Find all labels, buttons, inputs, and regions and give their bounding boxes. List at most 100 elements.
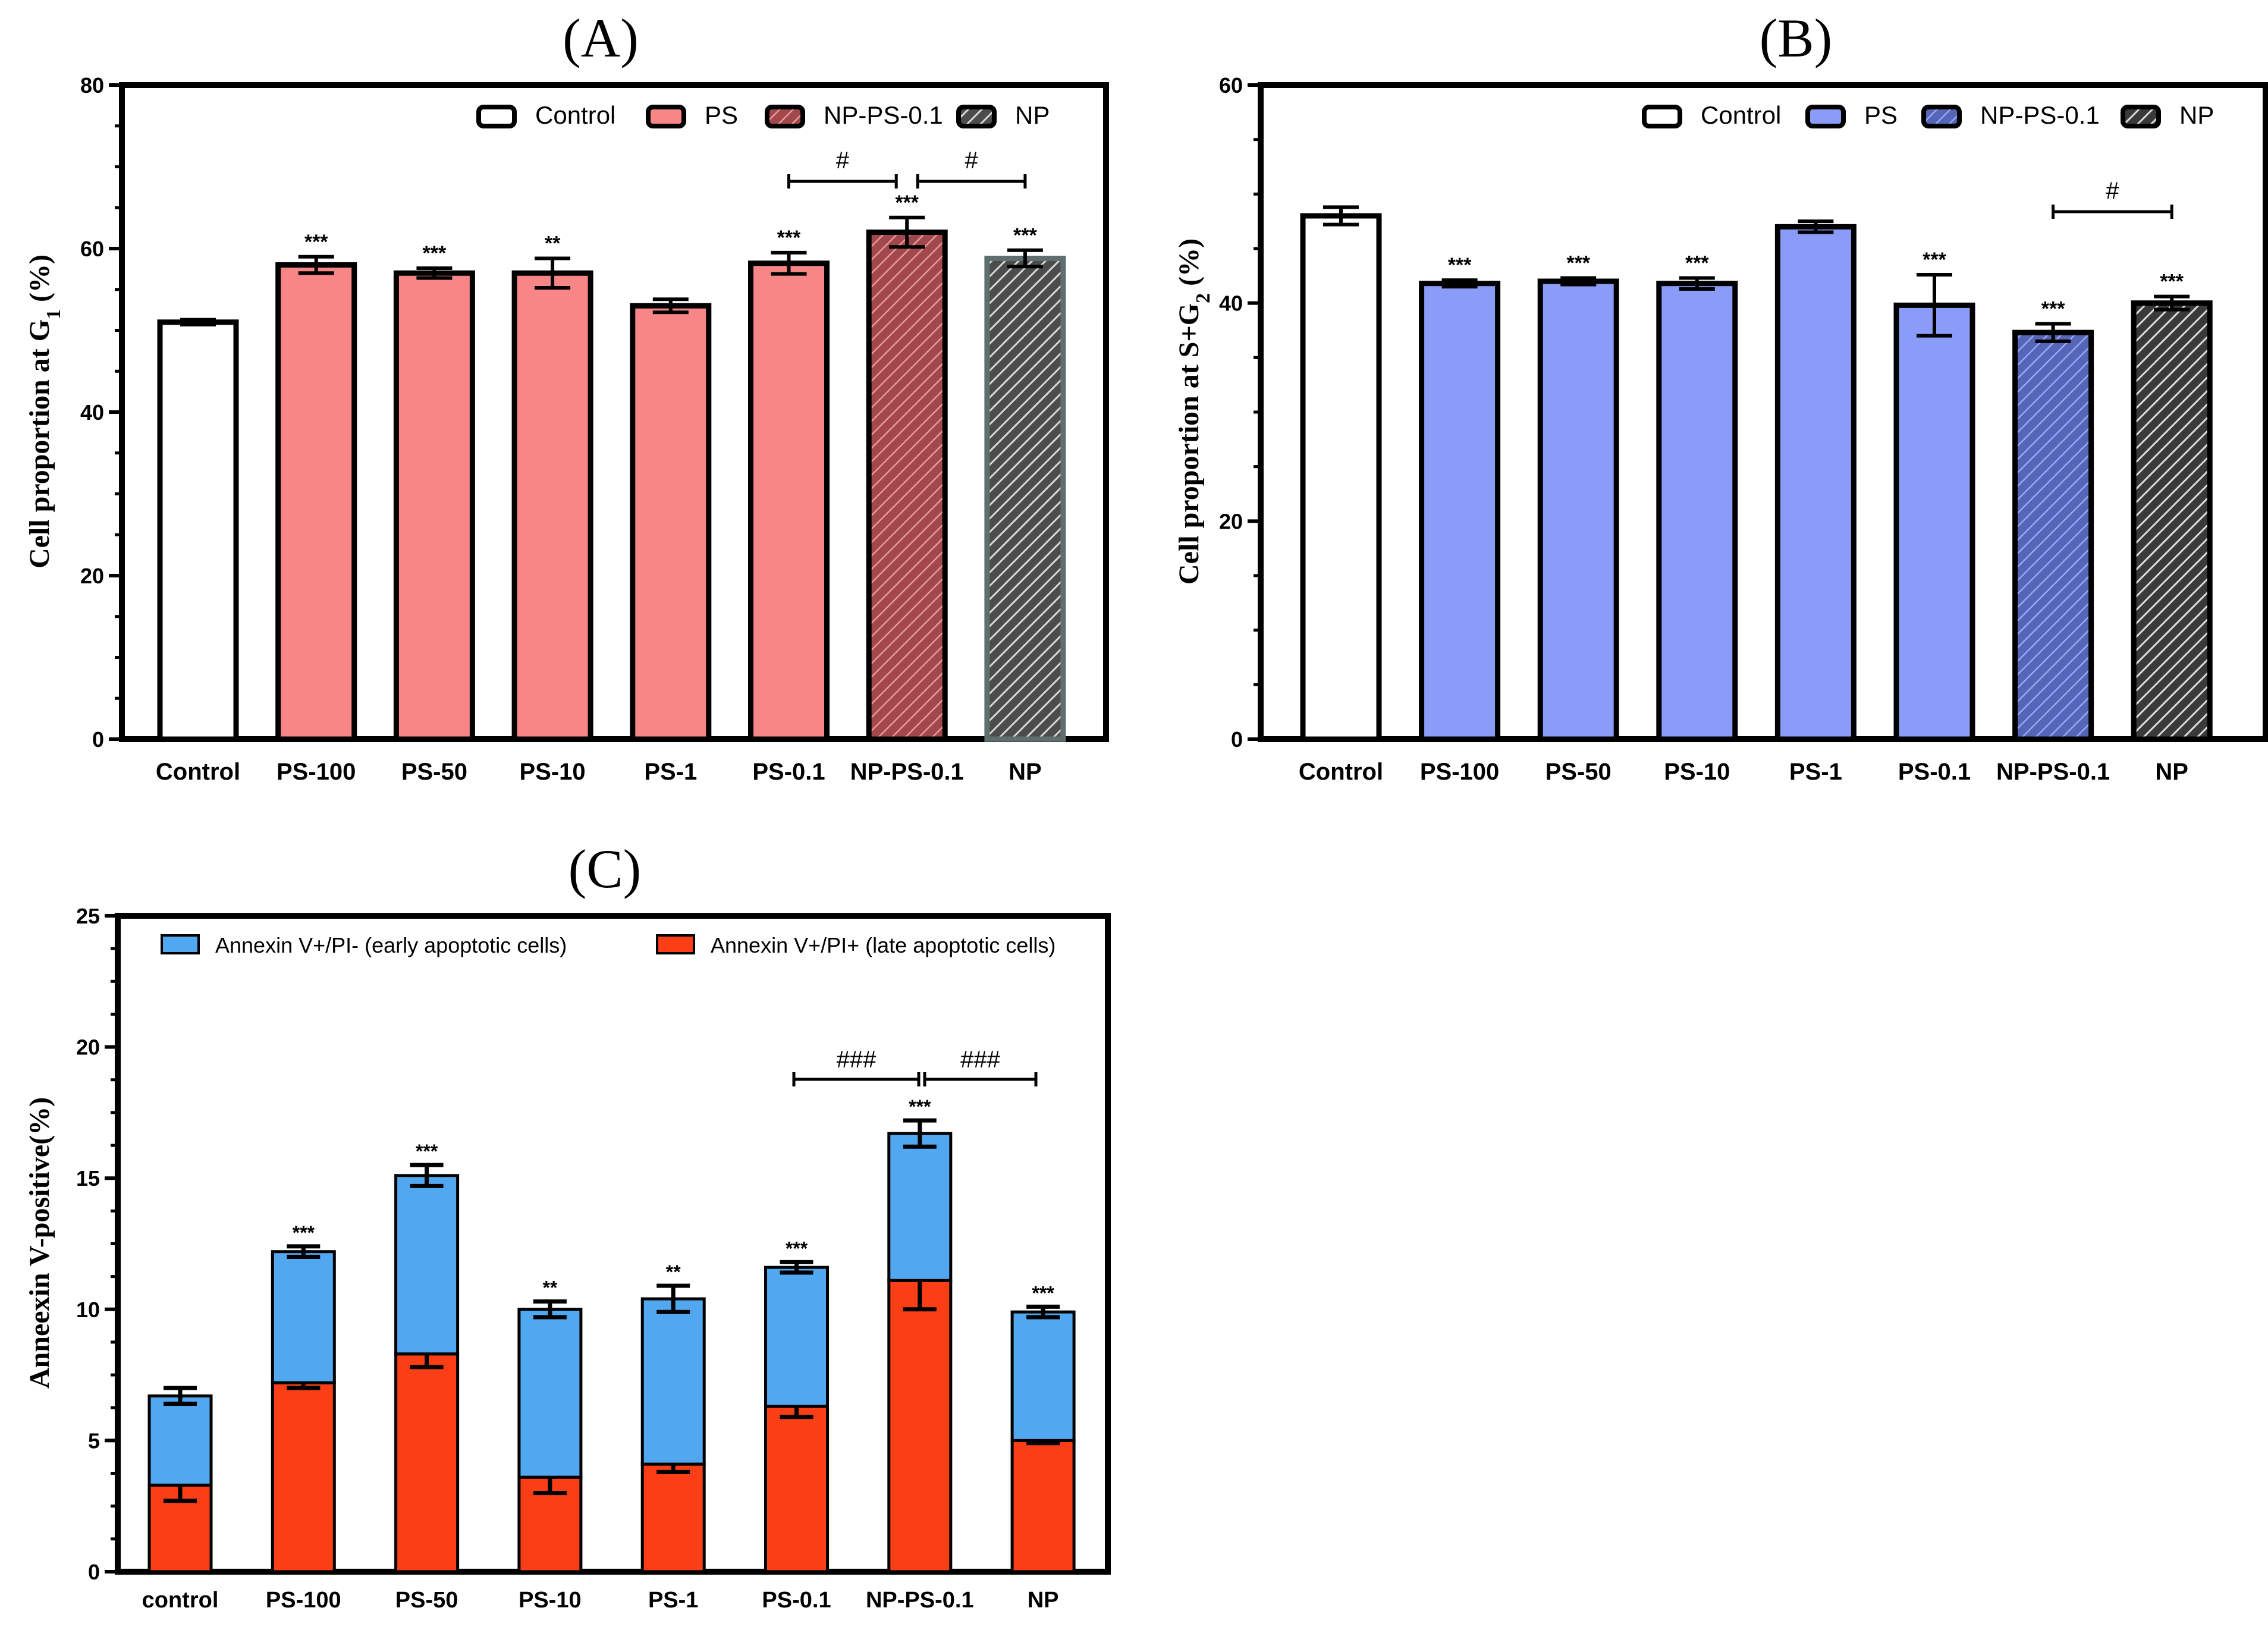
significance-label: *** bbox=[1566, 252, 1590, 275]
x-tick-label: NP bbox=[2155, 759, 2188, 785]
bar-np bbox=[984, 256, 1066, 742]
significance-label: *** bbox=[1448, 254, 1472, 277]
significance-label: ** bbox=[666, 1261, 681, 1283]
significance-label: *** bbox=[909, 1096, 931, 1117]
bar-ps-1 bbox=[630, 303, 712, 742]
y-tick-label: 15 bbox=[76, 1166, 100, 1191]
significance-label: *** bbox=[423, 242, 447, 265]
legend-swatch bbox=[646, 105, 686, 128]
y-tick-label: 40 bbox=[1219, 291, 1243, 316]
panel-b-bars: Control *** PS-100 *** PS-50 *** PS-10 PS-1 *** P… bbox=[1299, 178, 2213, 785]
bracket-label: # bbox=[836, 147, 850, 174]
bar-ps-50 bbox=[1537, 278, 1619, 742]
legend-label: NP bbox=[1015, 101, 1050, 129]
legend-late-label: Annexin V+/PI+ (late apoptotic cells) bbox=[711, 933, 1056, 957]
x-tick-label: PS-1 bbox=[1789, 759, 1842, 785]
bar-ps-100 bbox=[1419, 281, 1501, 742]
legend-swatch bbox=[956, 105, 997, 128]
legend-label: Control bbox=[1701, 101, 1781, 129]
stacked-segment-early bbox=[271, 1250, 336, 1384]
y-tick-label: 10 bbox=[76, 1298, 100, 1322]
x-tick-label: PS-100 bbox=[1420, 759, 1499, 785]
significance-label: *** bbox=[2160, 271, 2184, 293]
significance-label: *** bbox=[304, 231, 328, 253]
panel-c-title: (C) bbox=[568, 838, 642, 899]
legend-label: NP bbox=[2179, 101, 2214, 129]
legend-label: PS bbox=[1864, 101, 1898, 129]
stacked-segment-early bbox=[394, 1174, 460, 1356]
x-tick-label: PS-1 bbox=[644, 759, 697, 785]
y-tick-label: 0 bbox=[88, 1560, 100, 1584]
y-tick-label: 60 bbox=[1219, 73, 1243, 98]
x-tick-label: control bbox=[142, 1588, 219, 1613]
legend-late-swatch bbox=[656, 934, 695, 954]
x-tick-label: NP-PS-0.1 bbox=[850, 759, 964, 785]
significance-label: *** bbox=[1923, 249, 1946, 271]
bar-control bbox=[1300, 213, 1382, 742]
x-tick-label: PS-50 bbox=[395, 1588, 458, 1613]
bracket-label: ### bbox=[837, 1047, 877, 1073]
y-tick-label: 80 bbox=[80, 73, 104, 98]
bracket-label: # bbox=[965, 147, 978, 174]
x-tick-label: Control bbox=[156, 759, 240, 785]
stacked-segment-late bbox=[764, 1405, 829, 1573]
panel-c-chart: (C) Anneexin V-positive(%) 0 5 10 15 20 25 co… bbox=[24, 838, 1111, 1613]
significance-label: *** bbox=[1013, 224, 1037, 247]
bar-ps-1 bbox=[1774, 224, 1857, 742]
panel-b-y-axis-label: Cell proportion at S+G2 (%) bbox=[1173, 238, 1214, 585]
x-tick-label: PS-50 bbox=[1545, 759, 1612, 785]
bar-ps-10 bbox=[1656, 281, 1738, 742]
legend-swatch bbox=[476, 105, 517, 128]
stacked-segment-late bbox=[517, 1475, 583, 1573]
significance-label: *** bbox=[2041, 298, 2065, 321]
legend-label: PS bbox=[705, 101, 738, 129]
stacked-segment-early bbox=[764, 1265, 829, 1408]
legend-swatch bbox=[2121, 105, 2161, 128]
legend-label: NP-PS-0.1 bbox=[1980, 101, 2100, 129]
x-tick-label: NP-PS-0.1 bbox=[1996, 759, 2110, 785]
legend-swatch bbox=[1642, 105, 1682, 128]
bar-ps-0.1 bbox=[1893, 302, 1975, 742]
x-tick-label: PS-0.1 bbox=[762, 1588, 831, 1613]
significance-label: *** bbox=[786, 1237, 808, 1259]
bracket-label: ### bbox=[960, 1047, 1000, 1073]
panel-b-legend: Control PS NP-PS-0.1 NP bbox=[1642, 101, 2214, 129]
y-tick-label: 20 bbox=[1219, 509, 1243, 533]
bar-np bbox=[2131, 300, 2213, 742]
panel-a-plot-frame bbox=[119, 82, 1109, 742]
stacked-segment-late bbox=[394, 1352, 460, 1573]
panel-b-y-ticks: 0 20 40 60 bbox=[1219, 73, 1261, 752]
x-tick-label: PS-0.1 bbox=[1898, 759, 1971, 785]
legend-label: NP-PS-0.1 bbox=[824, 101, 943, 129]
stacked-segment-early bbox=[517, 1308, 583, 1479]
significance-label: ** bbox=[542, 1277, 557, 1299]
legend-swatch bbox=[765, 105, 805, 128]
x-tick-label: NP bbox=[1009, 759, 1042, 785]
significance-label: *** bbox=[1032, 1282, 1054, 1304]
panel-a-y-ticks: 0 20 40 60 80 bbox=[80, 73, 122, 752]
x-tick-label: Control bbox=[1299, 759, 1383, 785]
x-tick-label: PS-0.1 bbox=[752, 759, 825, 785]
x-tick-label: PS-10 bbox=[520, 759, 586, 785]
legend-swatch bbox=[1921, 105, 1962, 128]
panel-c-bars: control *** *** PS-100 *** *** PS-50 ** PS-10 ** P… bbox=[142, 1047, 1076, 1613]
panel-b-chart: (B) Cell proportion at S+G2 (%) 0204060 … bbox=[1173, 8, 2268, 785]
panel-a-legend: Control PS NP-PS-0.1 NP bbox=[476, 101, 1050, 129]
panel-c-y-axis-label: Anneexin V-positive(%) bbox=[24, 1097, 55, 1389]
bar-ps-50 bbox=[393, 270, 475, 742]
stacked-segment-early bbox=[887, 1132, 953, 1282]
y-tick-label: 20 bbox=[80, 564, 104, 588]
legend-label: Control bbox=[535, 101, 615, 129]
legend-swatch bbox=[1805, 105, 1846, 128]
y-tick-label: 25 bbox=[76, 904, 100, 928]
bar-ps-0.1 bbox=[748, 260, 830, 742]
panel-a-title: (A) bbox=[563, 8, 639, 68]
y-tick-label: 60 bbox=[80, 237, 104, 261]
stacked-segment-early bbox=[1010, 1310, 1076, 1442]
y-tick-label: 5 bbox=[88, 1428, 100, 1453]
bar-np-ps-0.1 bbox=[2012, 329, 2094, 742]
panel-c-y-ticks: 0 5 10 15 20 25 bbox=[76, 904, 118, 1584]
stacked-segment-early bbox=[640, 1297, 706, 1466]
stacked-segment-late bbox=[271, 1381, 336, 1573]
